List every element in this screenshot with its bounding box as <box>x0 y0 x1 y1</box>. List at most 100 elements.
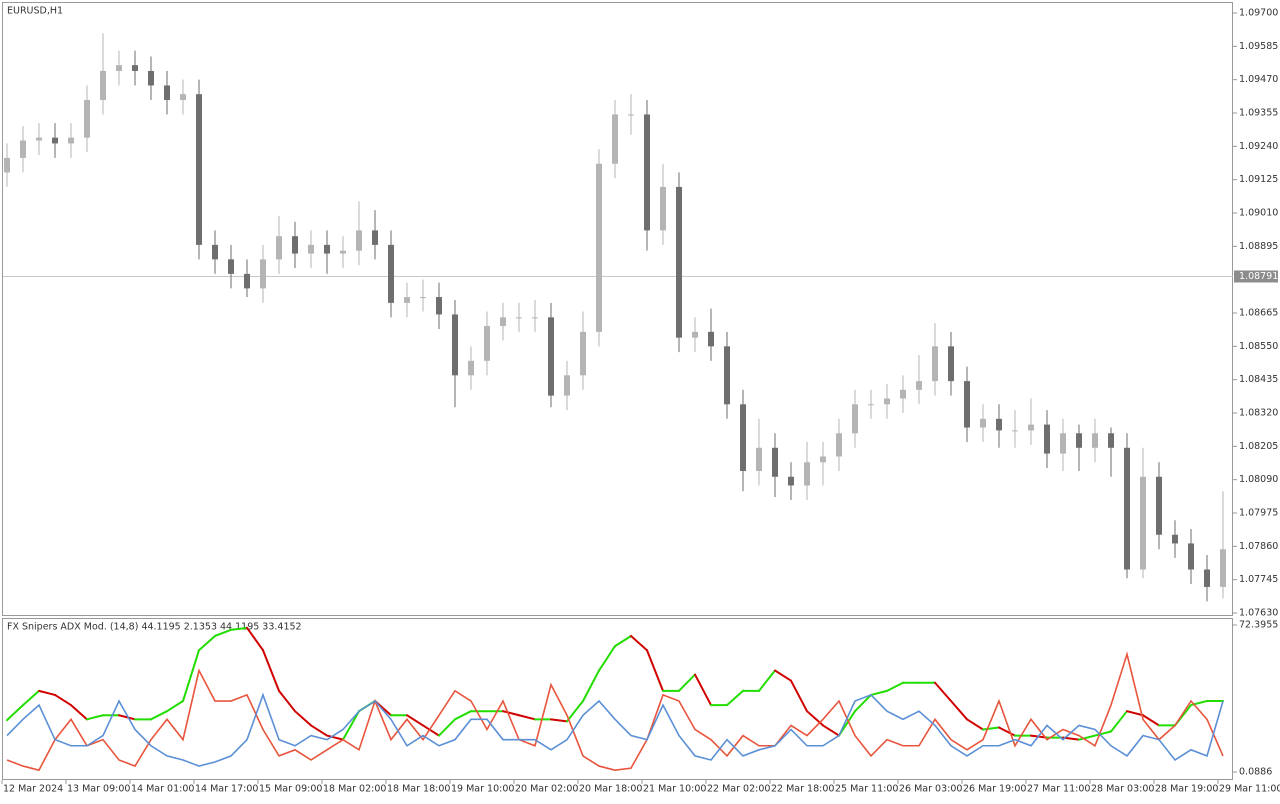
y-tick-label: 1.09010 <box>1239 208 1278 219</box>
candle-body <box>1060 433 1066 454</box>
candle-body <box>980 418 986 428</box>
candle-body <box>868 404 874 406</box>
adx-segment <box>870 689 888 696</box>
adx-segment <box>1110 710 1128 733</box>
candle-body <box>884 398 890 405</box>
adx-segment <box>198 634 216 652</box>
candle-body <box>36 137 42 141</box>
candle-body <box>1108 433 1114 448</box>
candle-body <box>644 114 650 231</box>
x-tick-label: 20 Mar 02:00 <box>515 784 578 795</box>
candle-body <box>708 331 714 347</box>
x-tick-label: 22 Mar 02:00 <box>707 784 770 795</box>
x-tick-label: 27 Mar 11:00 <box>1027 784 1090 795</box>
candle-body <box>820 456 826 463</box>
di-line <box>6 651 1224 772</box>
candle-body <box>580 331 586 376</box>
adx-segment <box>646 649 664 692</box>
y-tick-label: 1.07745 <box>1239 574 1278 585</box>
di-line <box>6 692 1224 767</box>
candle-body <box>788 476 794 486</box>
adx-segment <box>22 689 40 707</box>
x-tick-label: 25 Mar 11:00 <box>835 784 898 795</box>
adx-segment <box>454 710 472 721</box>
candle-body <box>1092 433 1098 448</box>
candle-body <box>1156 476 1162 535</box>
candle-body <box>292 236 298 254</box>
candle-body <box>628 114 634 116</box>
adx-segment <box>150 710 168 721</box>
y-tick-label: 1.08895 <box>1239 241 1278 252</box>
adx-segment <box>262 649 280 692</box>
y-tick-label: 1.09585 <box>1239 41 1278 52</box>
x-tick-label: 22 Mar 18:00 <box>771 784 834 795</box>
y-tick-label: 1.09700 <box>1239 8 1278 19</box>
adx-segment <box>118 714 136 721</box>
indicator-panel <box>2 618 1233 780</box>
candle-body <box>100 70 106 100</box>
last-price-label: 1.08791 <box>1239 271 1278 282</box>
y-tick-label: 1.08090 <box>1239 474 1278 485</box>
x-tick-label: 12 Mar 2024 <box>3 784 63 795</box>
adx-segment <box>278 689 296 713</box>
candle-body <box>356 230 362 251</box>
adx-segment <box>614 634 632 648</box>
adx-segment <box>678 673 696 692</box>
candle-body <box>404 297 410 303</box>
candle-body <box>308 244 314 254</box>
price-panel <box>2 2 1233 616</box>
candle-body <box>612 114 618 164</box>
candle-body <box>388 244 394 303</box>
adx-segment <box>934 681 952 703</box>
candle-body <box>180 94 186 100</box>
adx-segment <box>182 649 200 703</box>
adx-segment <box>70 704 88 721</box>
candle-body <box>1220 549 1226 587</box>
candle-body <box>1172 534 1178 544</box>
candle-body <box>964 381 970 428</box>
candle-body <box>244 273 250 289</box>
chart-title: EURUSD,H1 <box>7 6 63 17</box>
adx-segment <box>54 693 72 707</box>
y-tick-label: 1.08320 <box>1239 408 1278 419</box>
candle-body <box>692 331 698 338</box>
adx-segment <box>582 669 600 703</box>
candle-body <box>740 404 746 471</box>
adx-segment <box>310 724 328 737</box>
y-tick-label: 1.08550 <box>1239 341 1278 352</box>
candle-body <box>724 346 730 405</box>
y-tick-label: 1.09355 <box>1239 108 1278 119</box>
candle-body <box>68 137 74 144</box>
adx-segment <box>598 645 616 672</box>
x-tick-label: 18 Mar 02:00 <box>323 784 386 795</box>
last-price-box <box>1234 270 1278 283</box>
adx-segment <box>950 700 968 721</box>
y-tick-label: 1.09125 <box>1239 174 1278 185</box>
adx-segment <box>822 724 840 737</box>
candle-body <box>1028 424 1034 431</box>
y-tick-label: 72.3955 <box>1239 620 1278 631</box>
candle-body <box>660 186 666 231</box>
candle-body <box>468 360 474 376</box>
adx-segment <box>246 626 264 652</box>
candle-body <box>1044 424 1050 454</box>
adx-segment <box>230 626 248 631</box>
candle-body <box>852 404 858 434</box>
candle-body <box>484 326 490 361</box>
candle-body <box>324 244 330 254</box>
adx-segment <box>86 714 104 721</box>
adx-segment <box>966 718 984 731</box>
adx-segment <box>998 726 1016 737</box>
candle-body <box>436 297 442 315</box>
candle-body <box>1188 543 1194 570</box>
candle-body <box>276 236 282 260</box>
x-tick-label: 26 Mar 03:00 <box>899 784 962 795</box>
adx-segment <box>1078 734 1096 741</box>
candle-body <box>196 94 202 245</box>
adx-segment <box>774 669 792 682</box>
x-tick-label: 13 Mar 09:00 <box>67 784 130 795</box>
adx-segment <box>726 689 744 707</box>
y-tick-label: 1.09240 <box>1239 141 1278 152</box>
